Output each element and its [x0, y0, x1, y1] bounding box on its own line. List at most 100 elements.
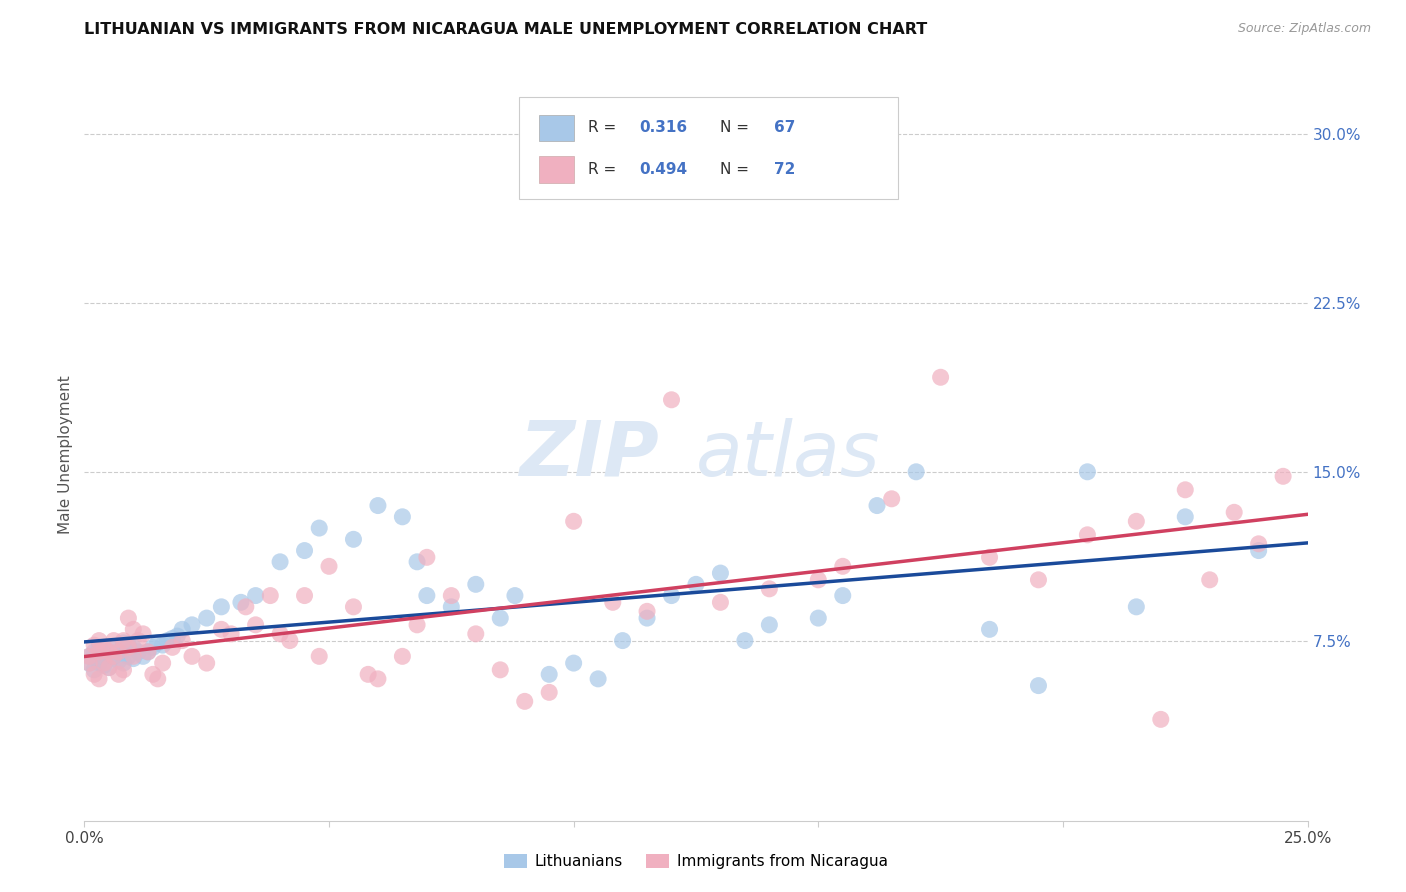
Point [162, 632, 184, 646]
Point [464, 627, 486, 641]
Point [112, 633, 135, 648]
Point [107, 667, 129, 681]
Point [83, 645, 105, 659]
Point [146, 636, 169, 650]
Point [1076, 528, 1098, 542]
Point [87, 672, 110, 686]
Point [342, 533, 364, 547]
Point [245, 617, 267, 632]
Point [758, 582, 780, 596]
Point [107, 654, 129, 668]
Point [107, 645, 129, 659]
Point [172, 633, 194, 648]
FancyBboxPatch shape [540, 156, 574, 183]
Point [87, 656, 110, 670]
Point [1272, 469, 1295, 483]
Point [103, 633, 125, 648]
Point [391, 509, 413, 524]
Point [166, 629, 188, 643]
Point [181, 649, 204, 664]
Point [979, 550, 1001, 565]
Point [278, 633, 301, 648]
Point [122, 651, 145, 665]
Point [661, 392, 683, 407]
Point [440, 599, 463, 614]
Point [586, 672, 609, 686]
Point [1028, 573, 1050, 587]
Point [269, 555, 291, 569]
Point [152, 638, 174, 652]
Point [117, 611, 139, 625]
Point [229, 595, 252, 609]
Point [489, 663, 512, 677]
Point [464, 577, 486, 591]
Legend: Lithuanians, Immigrants from Nicaragua: Lithuanians, Immigrants from Nicaragua [498, 848, 894, 875]
Point [416, 550, 439, 565]
Point [1174, 509, 1197, 524]
Point [259, 589, 281, 603]
Point [136, 645, 159, 659]
Point [103, 649, 125, 664]
Point [127, 633, 149, 648]
Point [97, 645, 120, 659]
Point [709, 595, 731, 609]
Point [77, 649, 100, 664]
Point [807, 611, 830, 625]
Point [929, 370, 952, 384]
Point [406, 555, 429, 569]
Point [513, 694, 536, 708]
Point [162, 640, 184, 655]
Point [866, 499, 889, 513]
Point [1125, 514, 1147, 528]
Point [636, 611, 658, 625]
Point [440, 589, 463, 603]
Point [83, 638, 105, 652]
Text: N =: N = [720, 162, 754, 178]
Point [87, 640, 110, 655]
Point [1247, 543, 1270, 558]
Point [406, 617, 429, 632]
Point [562, 514, 585, 528]
Point [1125, 599, 1147, 614]
Point [905, 465, 928, 479]
Point [146, 672, 169, 686]
Point [122, 623, 145, 637]
Point [142, 640, 165, 655]
Text: 67: 67 [775, 120, 796, 136]
Point [416, 589, 439, 603]
Point [318, 559, 340, 574]
Point [83, 667, 105, 681]
Point [602, 595, 624, 609]
Point [93, 649, 115, 664]
Point [357, 667, 380, 681]
Point [181, 617, 204, 632]
Text: Source: ZipAtlas.com: Source: ZipAtlas.com [1237, 22, 1371, 36]
Point [1247, 537, 1270, 551]
Point [122, 649, 145, 664]
Point [136, 645, 159, 659]
Point [87, 645, 110, 659]
Point [122, 640, 145, 655]
Y-axis label: Male Unemployment: Male Unemployment [58, 376, 73, 534]
Point [308, 649, 330, 664]
Point [97, 660, 120, 674]
Point [112, 663, 135, 677]
Point [342, 599, 364, 614]
Point [77, 649, 100, 664]
Text: R =: R = [588, 120, 621, 136]
Point [1174, 483, 1197, 497]
Point [538, 667, 561, 681]
Point [1198, 573, 1220, 587]
Text: 72: 72 [775, 162, 796, 178]
Text: 0.316: 0.316 [640, 120, 688, 136]
Point [77, 656, 100, 670]
Point [308, 521, 330, 535]
Point [107, 645, 129, 659]
Point [685, 577, 707, 591]
Point [612, 633, 634, 648]
Point [87, 633, 110, 648]
Text: ZIP: ZIP [520, 418, 659, 491]
Point [195, 611, 218, 625]
Point [734, 633, 756, 648]
Point [1223, 505, 1246, 519]
